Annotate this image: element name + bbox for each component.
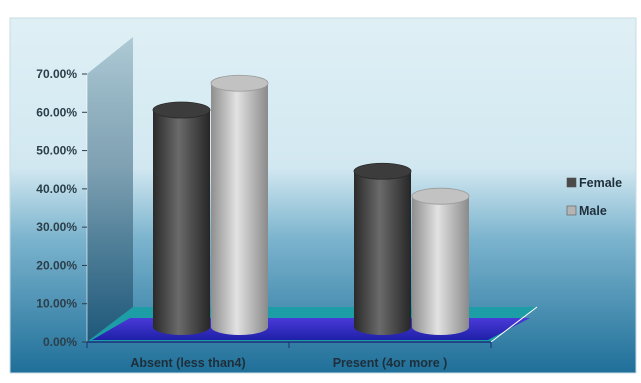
legend-label-female: Female bbox=[579, 176, 622, 190]
y-tick-label: 30.00% bbox=[36, 220, 77, 234]
y-tick-label: 60.00% bbox=[36, 105, 77, 119]
bar-male-2 bbox=[411, 187, 470, 335]
legend-swatch-male bbox=[566, 205, 577, 216]
bar-top bbox=[353, 162, 412, 180]
bar-female-2 bbox=[353, 162, 412, 335]
bar-body bbox=[412, 196, 469, 327]
y-tick-label: 40.00% bbox=[36, 182, 77, 196]
bars-group bbox=[152, 74, 470, 335]
legend-label-male: Male bbox=[579, 204, 607, 218]
chart-back-wall bbox=[87, 37, 133, 342]
y-axis: 0.00% 10.00% 20.00% 30.00% 40.00% 50.00% 60.00… bbox=[36, 67, 88, 349]
x-tick-label: Present (4or more ) bbox=[333, 356, 448, 370]
bar-base bbox=[354, 319, 411, 335]
bar-base bbox=[153, 319, 210, 335]
y-tick-label: 50.00% bbox=[36, 144, 77, 158]
bar-female-1 bbox=[152, 101, 211, 335]
y-tick-label: 20.00% bbox=[36, 258, 77, 272]
bar-body bbox=[354, 171, 411, 327]
y-tick-label: 10.00% bbox=[36, 297, 77, 311]
bar-body bbox=[211, 83, 268, 327]
x-axis-depth-line bbox=[490, 306, 538, 343]
y-tick-label: 70.00% bbox=[36, 67, 77, 81]
x-tick-label: Absent (less than4) bbox=[130, 356, 245, 370]
bar-top bbox=[210, 74, 269, 92]
y-tick-label: 0.00% bbox=[43, 335, 77, 349]
bar-top bbox=[411, 187, 470, 205]
legend-swatch-female bbox=[566, 177, 577, 188]
legend: Female Male bbox=[566, 176, 622, 218]
x-axis: Absent (less than4) Present (4or more ) bbox=[86, 306, 538, 370]
bar-base bbox=[412, 319, 469, 335]
bar-male-1 bbox=[210, 74, 269, 335]
bar-body bbox=[153, 110, 210, 328]
bar-base bbox=[211, 319, 268, 335]
bar-top bbox=[152, 101, 211, 119]
